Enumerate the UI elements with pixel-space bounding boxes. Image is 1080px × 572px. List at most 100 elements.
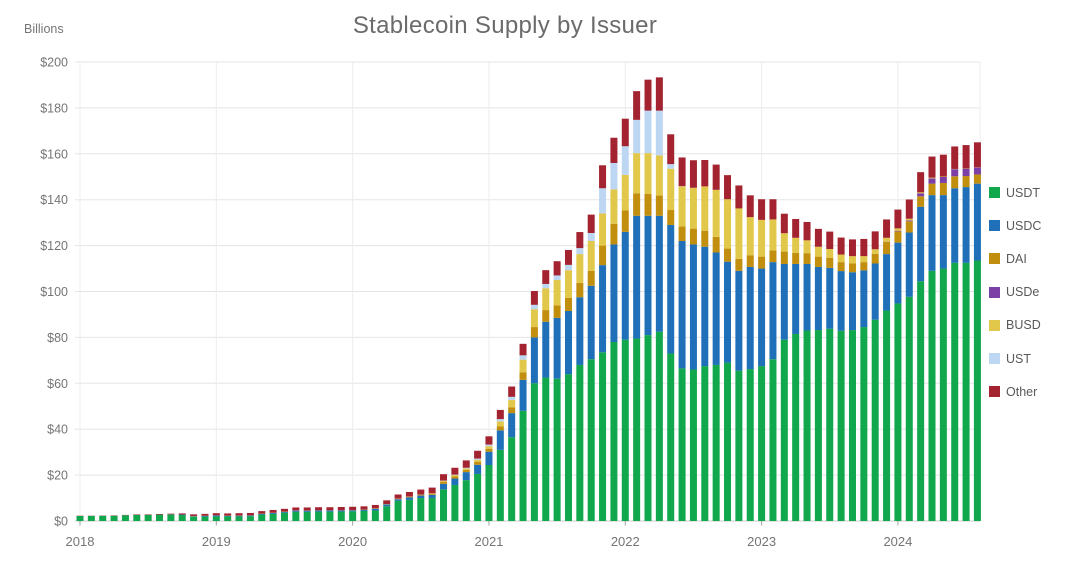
x-tick-label: 2021 bbox=[474, 534, 503, 549]
bar-segment-other bbox=[769, 199, 777, 220]
bar-segment-usdt bbox=[337, 511, 345, 521]
chart-title: Stablecoin Supply by Issuer bbox=[352, 12, 658, 39]
legend-label-ust: UST bbox=[1006, 351, 1031, 366]
bar-segment-other bbox=[701, 160, 709, 187]
legend-label-busd: BUSD bbox=[1006, 318, 1041, 333]
bar-segment-usdt bbox=[746, 369, 754, 521]
bar-segment-ust bbox=[599, 188, 607, 214]
bar-2019-09 bbox=[303, 507, 311, 521]
bar-segment-usdt bbox=[962, 262, 970, 521]
bar-2018-12 bbox=[201, 513, 209, 521]
bar-segment-ust bbox=[610, 162, 618, 190]
bar-segment-dai bbox=[496, 426, 504, 431]
bar-segment-busd bbox=[519, 359, 527, 373]
bar-segment-usdt bbox=[712, 364, 720, 521]
bar-segment-usdt bbox=[621, 339, 629, 521]
bar-segment-ust bbox=[508, 396, 516, 401]
bar-segment-usdt bbox=[701, 366, 709, 521]
bar-segment-usdc bbox=[337, 510, 345, 512]
bar-segment-usdc bbox=[837, 271, 845, 331]
bar-segment-busd bbox=[655, 155, 663, 196]
legend-item-other: Other bbox=[989, 375, 1041, 408]
bar-segment-usde bbox=[951, 169, 959, 177]
x-tick-label: 2019 bbox=[202, 534, 231, 549]
bar-segment-usdt bbox=[315, 511, 323, 521]
bar-2023-01 bbox=[758, 199, 766, 521]
bar-segment-busd bbox=[644, 153, 652, 194]
bar-segment-other bbox=[258, 511, 266, 514]
bar-2020-04 bbox=[383, 500, 391, 521]
bar-segment-other bbox=[792, 218, 800, 238]
x-tick-label: 2018 bbox=[66, 534, 95, 549]
bar-segment-other bbox=[542, 270, 550, 284]
bar-segment-usdt bbox=[894, 303, 902, 521]
bar-segment-other bbox=[826, 231, 834, 250]
bar-segment-usdc bbox=[848, 272, 856, 331]
legend-swatch-ust-icon bbox=[989, 353, 1000, 365]
bar-segment-usdc bbox=[451, 478, 459, 485]
bar-2018-03 bbox=[99, 515, 107, 521]
bar-segment-dai bbox=[792, 252, 800, 264]
bar-segment-dai bbox=[655, 195, 663, 216]
bar-2022-05 bbox=[667, 134, 675, 521]
bar-segment-dai bbox=[962, 176, 970, 188]
bar-segment-dai bbox=[871, 253, 879, 264]
bar-segment-ust bbox=[576, 248, 584, 255]
bar-segment-ust bbox=[462, 467, 470, 469]
bar-segment-usdc bbox=[360, 509, 368, 511]
bar-segment-dai bbox=[530, 327, 538, 338]
bar-segment-other bbox=[951, 146, 959, 169]
bar-2019-12 bbox=[337, 507, 345, 521]
bar-segment-dai bbox=[724, 248, 732, 262]
bar-segment-usdc bbox=[224, 515, 232, 517]
bar-2019-10 bbox=[315, 507, 323, 521]
bar-segment-dai bbox=[667, 210, 675, 225]
bar-segment-usdt bbox=[758, 366, 766, 521]
bar-segment-busd bbox=[894, 228, 902, 231]
bar-segment-dai bbox=[769, 250, 777, 263]
bar-segment-dai bbox=[553, 305, 561, 318]
bar-2024-06 bbox=[951, 146, 959, 521]
bar-segment-usdc bbox=[496, 430, 504, 450]
bar-segment-busd bbox=[440, 480, 448, 482]
bar-segment-other bbox=[417, 489, 425, 495]
bar-segment-usde bbox=[928, 178, 936, 184]
bar-segment-usdc bbox=[962, 187, 970, 263]
legend-label-usdt: USDT bbox=[1006, 185, 1041, 200]
bar-2020-03 bbox=[371, 504, 379, 521]
y-tick-label: $80 bbox=[47, 331, 68, 345]
bar-segment-dai bbox=[610, 223, 618, 245]
bar-segment-usdc bbox=[724, 261, 732, 363]
bar-segment-ust bbox=[474, 458, 482, 460]
bar-segment-usdt bbox=[201, 516, 209, 521]
bar-segment-busd bbox=[576, 254, 584, 283]
bar-2019-07 bbox=[280, 508, 288, 521]
bar-2022-03 bbox=[644, 79, 652, 521]
bar-segment-busd bbox=[780, 233, 788, 252]
bar-2022-08 bbox=[701, 160, 709, 521]
legend-swatch-usde-icon bbox=[989, 286, 1000, 298]
bar-segment-usdc bbox=[951, 188, 959, 263]
bar-segment-usdc bbox=[689, 244, 697, 370]
bar-2021-08 bbox=[564, 249, 572, 521]
bar-segment-busd bbox=[826, 249, 834, 258]
bar-segment-busd bbox=[633, 153, 641, 194]
bar-segment-other bbox=[451, 467, 459, 475]
bar-segment-other bbox=[780, 213, 788, 234]
bar-segment-usdc bbox=[212, 515, 220, 517]
y-axis-title: Billions bbox=[24, 22, 64, 36]
bar-segment-other bbox=[303, 507, 311, 511]
legend-swatch-other-icon bbox=[989, 386, 1000, 398]
bar-segment-busd bbox=[814, 246, 822, 257]
bar-segment-other bbox=[689, 160, 697, 188]
bar-segment-usdt bbox=[99, 515, 107, 521]
bar-segment-usdt bbox=[428, 498, 436, 521]
bar-segment-dai bbox=[633, 193, 641, 216]
bar-segment-busd bbox=[587, 241, 595, 271]
bar-segment-usdc bbox=[758, 268, 766, 367]
bar-segment-other bbox=[905, 199, 913, 219]
bar-segment-busd bbox=[735, 208, 743, 259]
bar-segment-usdc bbox=[826, 267, 834, 329]
bar-segment-other bbox=[394, 494, 402, 499]
bar-segment-usdt bbox=[837, 330, 845, 521]
